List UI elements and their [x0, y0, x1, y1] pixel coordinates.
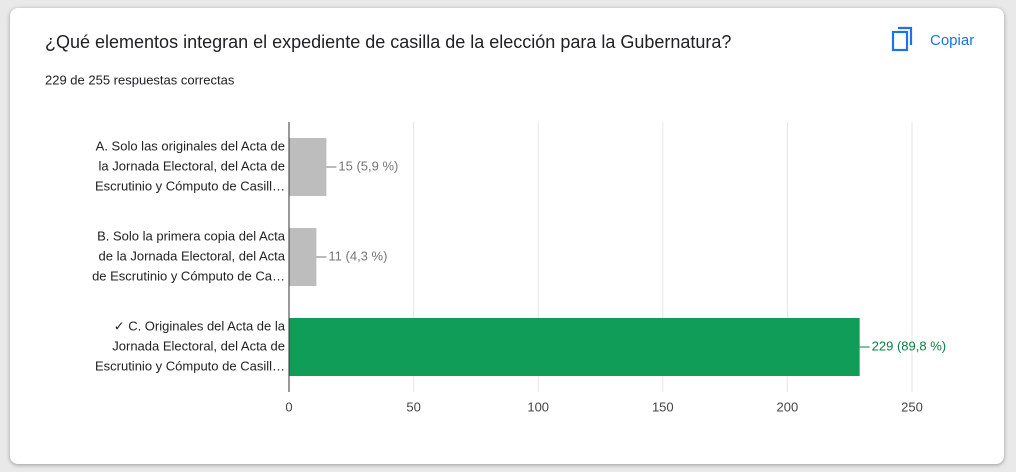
copy-icon-back	[898, 26, 913, 45]
value-label: 15 (5,9 %)	[338, 158, 398, 173]
bar	[289, 138, 327, 196]
value-label: 11 (4,3 %)	[328, 248, 387, 263]
category-label: Escrutinio y Cómputo de Casill…	[95, 358, 285, 373]
category-label: Escrutinio y Cómputo de Casill…	[95, 178, 285, 193]
x-tick-label: 250	[901, 399, 923, 414]
x-tick-label: 100	[527, 399, 549, 414]
bar	[289, 318, 860, 376]
x-tick-label: 150	[652, 399, 674, 414]
bar	[289, 228, 317, 286]
x-tick-label: 200	[777, 399, 799, 414]
category-label: de la Jornada Electoral, del Acta	[99, 248, 286, 263]
value-label: 229 (89,8 %)	[872, 338, 946, 353]
copy-label: Copiar	[930, 32, 974, 49]
category-label: la Jornada Electoral, del Acta de	[99, 158, 285, 173]
category-label: B. Solo la primera copia del Acta	[97, 228, 286, 243]
x-tick-label: 0	[285, 399, 292, 414]
category-label: de Escrutinio y Cómputo de Ca…	[92, 268, 285, 283]
subtitle: 229 de 255 respuestas correctas	[45, 72, 235, 87]
copy-button[interactable]: Copiar	[891, 26, 974, 52]
copy-icon	[891, 30, 909, 52]
x-tick-label: 50	[406, 399, 420, 414]
category-label: A. Solo las originales del Acta de	[96, 138, 285, 153]
category-label: ✓ C. Originales del Acta de la	[114, 318, 286, 333]
category-label: Jornada Electoral, del Acta de	[112, 338, 285, 353]
chart-title: ¿Qué elementos integran el expediente de…	[45, 32, 731, 52]
card	[10, 8, 1004, 464]
